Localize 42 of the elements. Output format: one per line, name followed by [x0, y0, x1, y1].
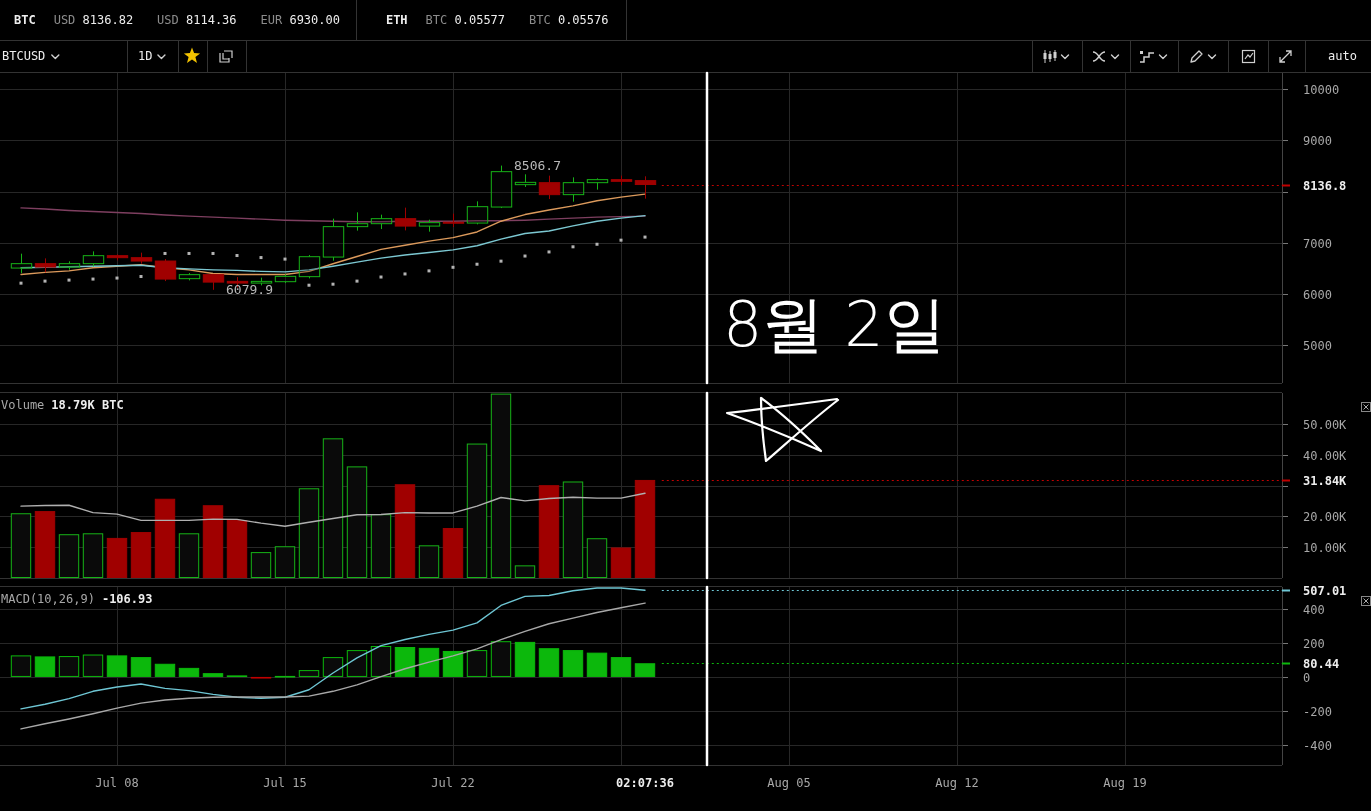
text: BTC 0.05577 — [425, 13, 506, 27]
x-tick-label: Aug 12 — [935, 775, 979, 790]
ref-line-label: 507.01 — [1303, 583, 1347, 597]
y-tick-label: -400 — [1303, 738, 1332, 752]
text: BTC — [14, 13, 36, 27]
text: 02:07:36 — [616, 775, 674, 790]
text: USD 8114.36 — [157, 13, 237, 27]
chart-subtitle: -106.93 — [101, 592, 153, 606]
annotation: 8506.7 — [514, 157, 561, 173]
x-tick-label: Jul 15 — [263, 775, 307, 790]
text: 1D — [138, 49, 153, 63]
text: EUR 6930.00 — [260, 13, 340, 27]
y-tick-label: 20.00K — [1303, 509, 1348, 523]
annotation: 6079.9 — [226, 281, 273, 297]
x-tick-label: Aug 05 — [767, 775, 811, 790]
y-tick-label: 40.00K — [1303, 448, 1348, 462]
y-tick-label: 9000 — [1303, 133, 1332, 147]
ref-line-label: 80.44 — [1303, 656, 1340, 670]
y-tick-label: 0 — [1303, 670, 1311, 684]
text: USD 8136.82 — [53, 13, 134, 27]
ref-line-label: 31.84K — [1303, 473, 1348, 487]
text: auto — [1328, 49, 1357, 63]
ref-line-label: 8월 2일 — [723, 287, 946, 361]
ref-line-label: 8136.8 — [1303, 178, 1347, 192]
x-tick-label: Aug 19 — [1103, 775, 1147, 790]
chart-subtitle: 18.79K BTC — [51, 398, 124, 412]
y-tick-label: 200 — [1303, 636, 1325, 650]
y-tick-label: 400 — [1303, 602, 1325, 616]
chart-title: Volume — [1, 398, 45, 412]
text: ETH — [385, 13, 408, 27]
x-tick-label: Jul 22 — [431, 775, 475, 790]
y-tick-label: 10000 — [1303, 82, 1340, 96]
chart-title: MACD(10,26,9) — [1, 592, 95, 606]
x-tick-label: Jul 08 — [95, 775, 139, 790]
text: BTC 0.05576 — [529, 13, 609, 27]
y-tick-label: 10.00K — [1303, 540, 1348, 554]
y-tick-label: 50.00K — [1303, 417, 1348, 431]
y-tick-label: 7000 — [1303, 236, 1332, 250]
y-tick-label: -200 — [1303, 704, 1332, 718]
y-tick-label: 5000 — [1303, 338, 1332, 352]
text: BTCUSD — [2, 49, 46, 63]
y-tick-label: 6000 — [1303, 287, 1332, 301]
